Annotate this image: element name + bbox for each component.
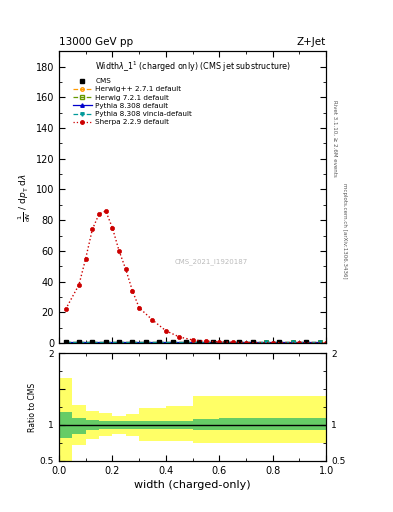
X-axis label: width (charged-only): width (charged-only) (134, 480, 251, 490)
Y-axis label: Ratio to CMS: Ratio to CMS (28, 382, 37, 432)
Y-axis label: $\frac{1}{\mathrm{d}N}$ / $\mathrm{d}p_\mathrm{T}$ $\mathrm{d}\lambda$: $\frac{1}{\mathrm{d}N}$ / $\mathrm{d}p_\… (16, 173, 33, 222)
Text: Rivet 3.1.10, ≥ 2.6M events: Rivet 3.1.10, ≥ 2.6M events (332, 100, 337, 177)
Text: 13000 GeV pp: 13000 GeV pp (59, 37, 133, 47)
Text: Z+Jet: Z+Jet (297, 37, 326, 47)
Text: CMS_2021_I1920187: CMS_2021_I1920187 (174, 258, 248, 265)
Legend: CMS, Herwig++ 2.7.1 default, Herwig 7.2.1 default, Pythia 8.308 default, Pythia : CMS, Herwig++ 2.7.1 default, Herwig 7.2.… (71, 75, 195, 128)
Text: mcplots.cern.ch [arXiv:1306.3436]: mcplots.cern.ch [arXiv:1306.3436] (342, 183, 347, 278)
Text: Width$\lambda$_1$^1$ (charged only) (CMS jet substructure): Width$\lambda$_1$^1$ (charged only) (CMS… (95, 60, 290, 74)
